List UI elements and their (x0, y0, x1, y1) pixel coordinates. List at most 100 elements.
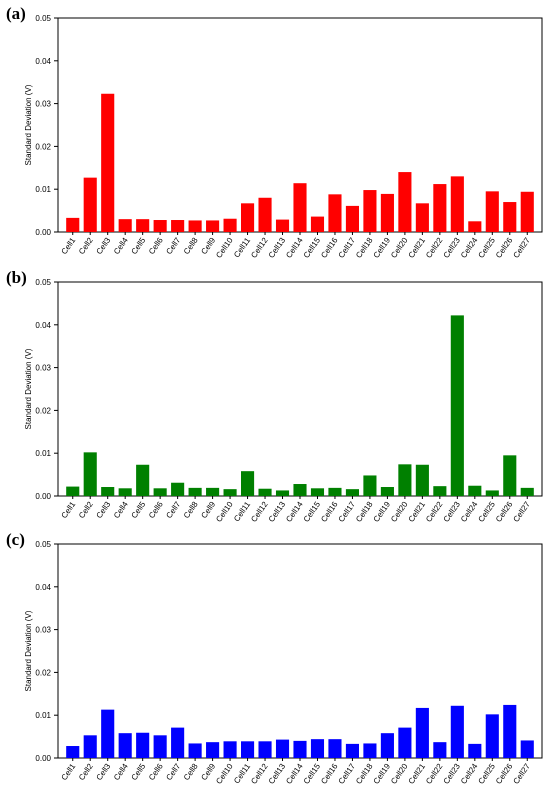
bar (503, 704, 517, 758)
y-tick-label: 0.04 (35, 57, 51, 66)
y-tick-label: 0.05 (35, 540, 51, 549)
bar (398, 172, 412, 232)
x-tick-label: Cell19 (372, 236, 393, 260)
chart-panel-b: (b) 0.00 0.01 0.02 0.03 0.04 0.05 Standard Dev… (0, 264, 550, 526)
y-tick-label: 0.00 (35, 754, 51, 763)
y-tick-label: 0.03 (35, 100, 51, 109)
x-tick-label: Cell2 (77, 236, 95, 257)
bar (450, 176, 464, 232)
x-tick-label: Cell21 (407, 236, 428, 260)
x-tick-label: Cell19 (372, 500, 393, 524)
plot-frame (57, 543, 543, 759)
x-tick-label: Cell14 (284, 762, 305, 786)
bar (275, 219, 290, 232)
bar (118, 733, 132, 758)
bar (188, 220, 202, 232)
x-tick-label: Cell8 (182, 762, 200, 783)
x-tick-label: Cell20 (389, 500, 410, 524)
bar (258, 488, 272, 496)
bar (345, 743, 359, 758)
x-tick-label: Cell26 (494, 236, 515, 260)
x-tick-label: Cell4 (112, 500, 130, 521)
x-tick-label: Cell21 (407, 500, 428, 524)
x-tick-label: Cell2 (77, 500, 95, 521)
bar (450, 705, 464, 758)
bar (380, 193, 394, 232)
x-tick-label: Cell6 (147, 762, 165, 783)
bar (328, 739, 342, 758)
x-tick-label: Cell24 (459, 236, 480, 260)
x-tick-label: Cell7 (164, 236, 182, 257)
bar (223, 489, 237, 496)
chart-panel-c: (c) 0.00 0.01 0.02 0.03 0.04 0.05 Standard Dev… (0, 526, 550, 788)
x-tick-label: Cell27 (512, 762, 533, 786)
y-tick-label: 0.02 (35, 142, 51, 151)
y-tick-label: 0.05 (35, 278, 51, 287)
bar (118, 219, 132, 232)
x-tick-label: Cell27 (512, 236, 533, 260)
x-tick-label: Cell17 (337, 236, 358, 260)
bar (241, 471, 255, 496)
x-tick-label: Cell27 (512, 500, 533, 524)
panel-label: (a) (6, 4, 26, 23)
bar-chart: 0.00 0.01 0.02 0.03 0.04 0.05 Standard Deviati… (24, 278, 543, 524)
bar (468, 485, 482, 496)
chart-panel-a: (a) 0.00 0.01 0.02 0.03 0.04 0.05 Standard Dev… (0, 0, 550, 262)
bar (118, 488, 132, 496)
bar-chart: 0.00 0.01 0.02 0.03 0.04 0.05 Standard Deviati… (24, 540, 543, 786)
y-tick-label: 0.00 (35, 492, 51, 501)
bar (433, 184, 447, 232)
panel-label: (b) (6, 268, 27, 287)
bar (398, 464, 412, 496)
bar (415, 707, 429, 758)
bar (415, 203, 429, 232)
x-tick-label: Cell16 (319, 762, 340, 786)
x-tick-label: Cell6 (147, 500, 165, 521)
bar (363, 475, 377, 496)
bar (520, 487, 534, 496)
x-tick-label: Cell8 (182, 236, 200, 257)
bar (136, 464, 150, 496)
x-tick-label: Cell3 (95, 236, 113, 257)
bar (468, 743, 482, 758)
x-tick-label: Cell5 (129, 500, 147, 521)
x-tick-label: Cell20 (389, 762, 410, 786)
bar (398, 727, 412, 758)
x-tick-label: Cell2 (77, 762, 95, 783)
x-tick-label: Cell10 (214, 236, 235, 260)
bar (241, 741, 255, 758)
bar (258, 741, 272, 758)
bar (275, 490, 290, 496)
x-tick-label: Cell12 (249, 236, 270, 260)
x-tick-label: Cell1 (60, 236, 78, 257)
y-tick-label: 0.02 (35, 406, 51, 415)
bar (136, 732, 150, 758)
y-tick-label: 0.01 (35, 185, 51, 194)
x-tick-label: Cell12 (249, 762, 270, 786)
y-tick-label: 0.02 (35, 668, 51, 677)
x-tick-label: Cell15 (302, 236, 323, 260)
bar (293, 740, 307, 758)
x-tick-label: Cell1 (60, 762, 78, 783)
x-tick-label: Cell26 (494, 500, 515, 524)
bar (503, 455, 517, 496)
bar (520, 191, 534, 232)
bar (153, 735, 167, 758)
bar (503, 202, 517, 232)
bar (345, 205, 359, 232)
bar (520, 740, 534, 758)
x-tick-label: Cell20 (389, 236, 410, 260)
bar (153, 220, 167, 232)
x-tick-label: Cell23 (442, 236, 463, 260)
x-tick-label: Cell25 (477, 236, 498, 260)
x-tick-label: Cell4 (112, 762, 130, 783)
bar (310, 739, 325, 758)
bar-chart: 0.00 0.01 0.02 0.03 0.04 0.05 Standard Deviati… (24, 14, 543, 260)
bar (206, 220, 220, 232)
x-tick-label: Cell10 (214, 762, 235, 786)
bar (171, 482, 185, 496)
bar (328, 194, 342, 232)
x-tick-label: Cell15 (302, 500, 323, 524)
y-tick-label: 0.01 (35, 449, 51, 458)
x-tick-label: Cell1 (60, 500, 78, 521)
